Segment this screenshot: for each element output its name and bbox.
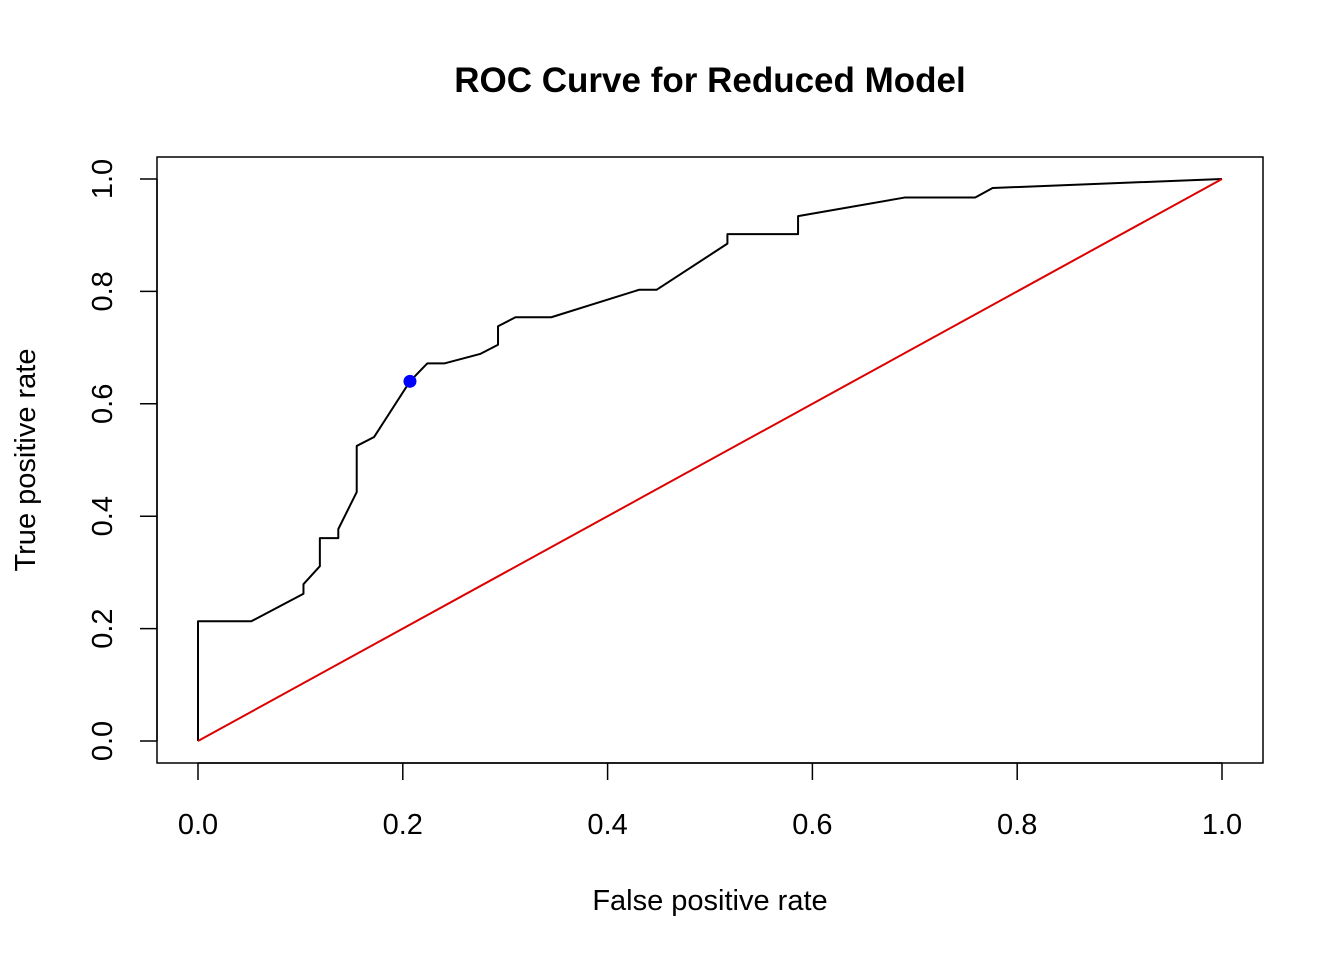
x-tick-label: 0.2 (383, 809, 423, 841)
x-axis: 0.0 0.2 0.4 0.6 0.8 1.0 (178, 762, 1242, 841)
x-tick-label: 1.0 (1202, 809, 1242, 841)
series-layer (197, 178, 1223, 742)
x-tick-label: 0.8 (997, 809, 1037, 841)
x-tick-label: 0.6 (792, 809, 832, 841)
y-tick-label: 0.0 (87, 721, 119, 761)
y-tick-label: 1.0 (87, 159, 119, 199)
y-tick-label: 0.4 (87, 496, 119, 536)
x-tick-label: 0.0 (178, 809, 218, 841)
chart-title: ROC Curve for Reduced Model (454, 61, 965, 100)
diagonal-reference-line (197, 178, 1223, 742)
optimal-cutoff-point (403, 374, 417, 388)
y-axis-label: True positive rate (10, 349, 42, 572)
x-axis-label: False positive rate (592, 885, 827, 917)
y-axis: 0.0 0.2 0.4 0.6 0.8 1.0 (87, 159, 158, 761)
y-tick-label: 0.2 (87, 608, 119, 648)
y-tick-label: 0.6 (87, 384, 119, 424)
y-tick-label: 0.8 (87, 271, 119, 311)
roc-curve-line (197, 178, 1223, 741)
x-tick-label: 0.4 (587, 809, 627, 841)
